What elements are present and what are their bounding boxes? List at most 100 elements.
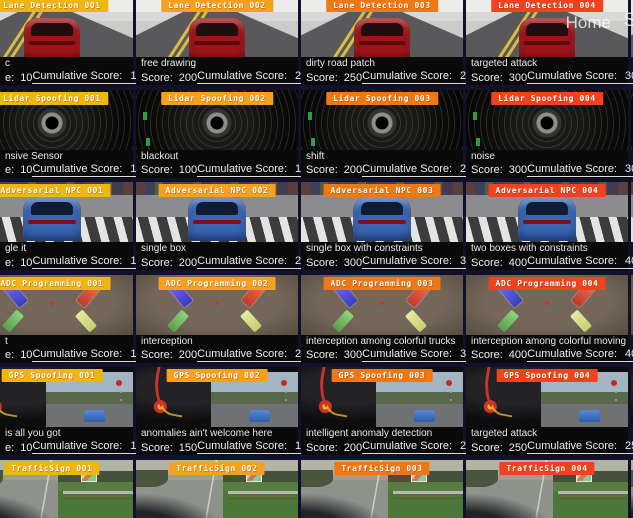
partial-panel xyxy=(631,89,633,178)
score-value: 300 xyxy=(343,256,363,269)
cumulative-score-link[interactable]: Cumulative Score: 250 xyxy=(362,71,479,84)
challenge-panel[interactable]: Lidar Spoofing 004 noise Score: 300 Cumu… xyxy=(466,89,633,178)
video-thumbnail xyxy=(631,274,633,335)
video-thumbnail[interactable]: ADC Programming 002 xyxy=(136,274,298,335)
challenge-panel[interactable]: GPS Spoofing 001 is all you got e: 10 Cu… xyxy=(0,367,143,455)
video-thumbnail[interactable]: Lane Detection 001 xyxy=(0,0,133,57)
thumbnail-detail xyxy=(167,308,190,333)
score-label: Score: xyxy=(141,441,173,454)
video-thumbnail[interactable]: ADC Programming 004 xyxy=(466,274,628,335)
challenge-panel[interactable]: Adversarial NPC 004 two boxes with const… xyxy=(466,182,633,270)
video-thumbnail[interactable]: Adversarial NPC 004 xyxy=(466,182,628,242)
challenge-badge: GPS Spoofing 004 xyxy=(496,369,598,382)
challenge-panel[interactable]: Lane Detection 004 targeted attack Score… xyxy=(466,0,633,85)
cumulative-score-link[interactable]: Cumulative Score: 200 xyxy=(197,71,314,84)
score-value: 300 xyxy=(508,71,528,84)
challenge-panel[interactable]: TrafficSign 003 xyxy=(301,459,463,518)
challenge-panel[interactable]: ADC Programming 003 interception among c… xyxy=(301,274,479,363)
score-bar: e: 10 Cumulative Score: 10 xyxy=(0,440,143,455)
video-thumbnail[interactable]: Adversarial NPC 002 xyxy=(136,182,298,242)
video-thumbnail[interactable]: Lidar Spoofing 003 xyxy=(301,89,463,150)
video-thumbnail[interactable]: GPS Spoofing 003 xyxy=(301,367,463,427)
video-thumbnail[interactable]: Lidar Spoofing 001 xyxy=(0,89,133,150)
cumulative-score-label: Cumulative Score: xyxy=(362,255,453,267)
cumulative-score-label: Cumulative Score: xyxy=(197,347,288,360)
video-thumbnail[interactable]: Lane Detection 002 xyxy=(136,0,298,57)
challenge-panel[interactable]: TrafficSign 001 xyxy=(0,459,133,518)
challenge-panel[interactable]: ADC Programming 001 t e: 10 Cumulative S… xyxy=(0,274,143,363)
score-label: e: xyxy=(5,71,15,84)
challenge-caption: gle it xyxy=(0,242,133,255)
challenge-panel[interactable]: Lane Detection 003 dirty road patch Scor… xyxy=(301,0,479,85)
video-thumbnail[interactable]: Lidar Spoofing 004 xyxy=(466,89,628,150)
cumulative-score-link[interactable]: Cumulative Score: 10 xyxy=(32,348,143,362)
challenge-panel[interactable]: Adversarial NPC 002 single box Score: 20… xyxy=(136,182,314,270)
cumulative-score-link[interactable]: Cumulative Score: 150 xyxy=(197,441,314,454)
score: Score: 200 xyxy=(141,72,197,84)
cumulative-score-link[interactable]: Cumulative Score: 250 xyxy=(527,441,633,454)
score: e: 10 xyxy=(5,257,32,269)
challenge-row-lane-detection: Lane Detection 001 c e: 10 Cumulative Sc… xyxy=(0,0,633,85)
challenge-panel[interactable]: Lidar Spoofing 002 blackout Score: 100 C… xyxy=(136,89,314,178)
cumulative-score-link[interactable]: Cumulative Score: 300 xyxy=(362,348,479,362)
challenge-caption: targeted attack xyxy=(466,427,628,440)
video-thumbnail[interactable]: Lidar Spoofing 002 xyxy=(136,89,298,150)
challenge-panel[interactable]: Lidar Spoofing 001 nsive Sensor e: 10 Cu… xyxy=(0,89,143,178)
challenge-panel[interactable]: TrafficSign 004 xyxy=(466,459,628,518)
challenge-panel[interactable]: Lane Detection 002 free drawing Score: 2… xyxy=(136,0,314,85)
challenge-panel[interactable]: ADC Programming 004 interception among c… xyxy=(466,274,633,363)
video-thumbnail[interactable]: Lane Detection 003 xyxy=(301,0,463,57)
nav-home-link[interactable]: Home xyxy=(565,13,611,32)
cumulative-score-link[interactable]: Cumulative Score: 300 xyxy=(527,163,633,177)
video-thumbnail[interactable]: ADC Programming 003 xyxy=(301,274,463,335)
cumulative-score-link[interactable]: Cumulative Score: 10 xyxy=(32,71,143,84)
score-value: 250 xyxy=(508,441,528,454)
challenge-panel[interactable]: Lane Detection 001 c e: 10 Cumulative Sc… xyxy=(0,0,143,85)
video-thumbnail[interactable]: GPS Spoofing 001 xyxy=(0,367,133,427)
challenge-panel[interactable]: Lidar Spoofing 003 shift Score: 200 Cumu… xyxy=(301,89,479,178)
challenge-caption: interception among colorful moving tru..… xyxy=(466,334,628,348)
video-thumbnail[interactable]: Lane Detection 004 xyxy=(466,0,628,57)
car-icon xyxy=(353,197,411,241)
challenge-panel[interactable]: GPS Spoofing 004 targeted attack Score: … xyxy=(466,367,633,455)
challenge-badge: Lane Detection 003 xyxy=(326,0,438,12)
video-thumbnail[interactable]: GPS Spoofing 002 xyxy=(136,367,298,427)
challenge-row-adc-programming: ADC Programming 001 t e: 10 Cumulative S… xyxy=(0,274,633,363)
video-thumbnail[interactable]: TrafficSign 003 xyxy=(301,459,463,518)
cumulative-score-link[interactable]: Cumulative Score: 300 xyxy=(362,255,479,269)
challenge-caption: is all you got xyxy=(0,427,133,440)
score: Score: 200 xyxy=(141,257,197,269)
cumulative-score-link[interactable]: Cumulative Score: 10 xyxy=(32,163,143,177)
cumulative-score-link[interactable]: Cumulative Score: 200 xyxy=(197,256,314,269)
cumulative-score-link[interactable]: Cumulative Score: 200 xyxy=(362,163,479,177)
cumulative-score-value: 300 xyxy=(625,70,633,82)
video-thumbnail[interactable]: Adversarial NPC 003 xyxy=(301,182,463,242)
video-thumbnail[interactable]: TrafficSign 002 xyxy=(136,459,298,518)
challenge-caption: dirty road patch xyxy=(301,57,463,70)
score-label: Score: xyxy=(471,71,503,84)
nav-partial-link[interactable]: S xyxy=(623,10,633,31)
cumulative-score-link[interactable]: Cumulative Score: 200 xyxy=(362,441,479,454)
video-thumbnail[interactable]: TrafficSign 001 xyxy=(0,459,133,518)
challenge-panel[interactable]: ADC Programming 002 interception Score: … xyxy=(136,274,314,363)
partial-panel xyxy=(631,182,633,270)
cumulative-score-link[interactable]: Cumulative Score: 400 xyxy=(527,256,633,269)
challenge-panel[interactable]: Adversarial NPC 003 single box with cons… xyxy=(301,182,479,270)
cumulative-score-link[interactable]: Cumulative Score: 400 xyxy=(527,348,633,362)
cumulative-score-link[interactable]: Cumulative Score: 10 xyxy=(32,256,143,269)
video-thumbnail[interactable]: Adversarial NPC 001 xyxy=(0,182,133,242)
video-thumbnail[interactable]: ADC Programming 001 xyxy=(0,274,133,335)
score-label: e: xyxy=(5,441,15,454)
challenge-panel[interactable]: TrafficSign 002 xyxy=(136,459,298,518)
challenge-panel[interactable]: GPS Spoofing 002 anomalies ain't welcome… xyxy=(136,367,314,455)
cumulative-score-link[interactable]: Cumulative Score: 300 xyxy=(527,71,633,84)
score-label: Score: xyxy=(306,164,338,176)
cumulative-score-link[interactable]: Cumulative Score: 200 xyxy=(197,347,314,362)
challenge-panel[interactable]: GPS Spoofing 003 intelligent anomaly det… xyxy=(301,367,479,455)
cumulative-score-link[interactable]: Cumulative Score: 10 xyxy=(32,441,143,454)
challenge-badge: Lidar Spoofing 003 xyxy=(326,91,438,105)
video-thumbnail[interactable]: GPS Spoofing 004 xyxy=(466,367,628,427)
cumulative-score-link[interactable]: Cumulative Score: 100 xyxy=(197,163,314,177)
challenge-panel[interactable]: Adversarial NPC 001 gle it e: 10 Cumulat… xyxy=(0,182,143,270)
video-thumbnail[interactable]: TrafficSign 004 xyxy=(466,459,628,518)
